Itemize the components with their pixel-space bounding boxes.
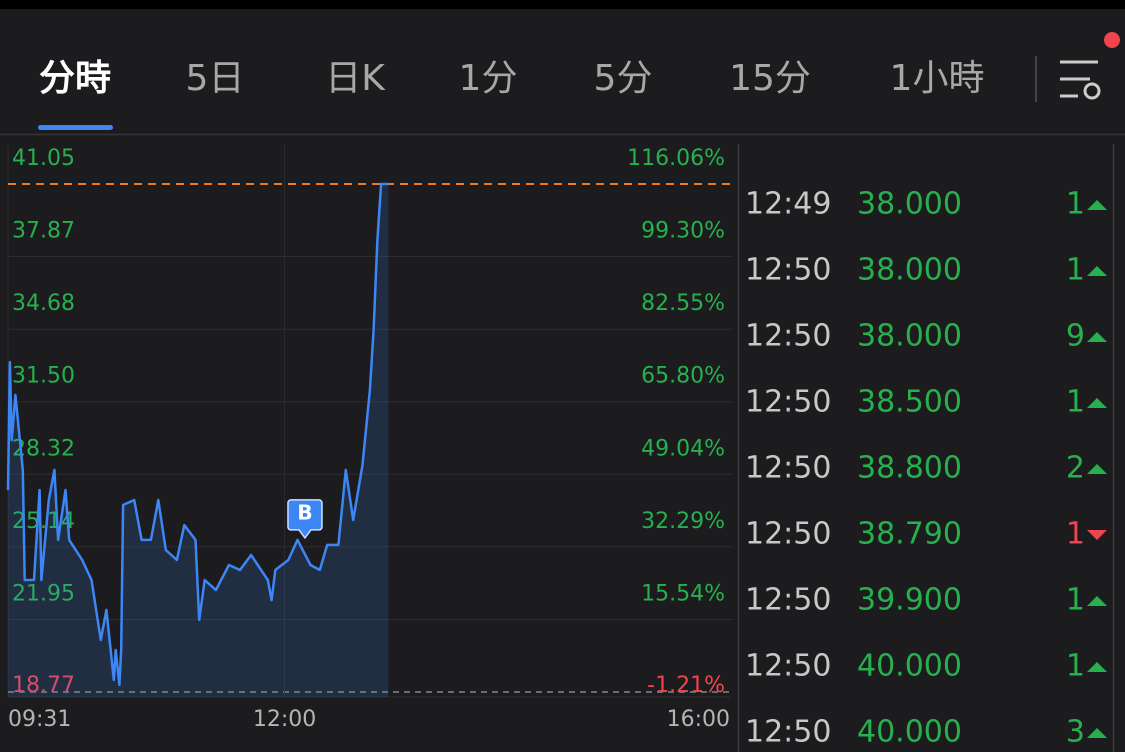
trade-qty: 9 (1066, 319, 1085, 354)
tab[interactable]: 日K (325, 58, 386, 99)
trade-time: 12:49 (745, 187, 831, 222)
trade-time: 12:50 (745, 715, 831, 750)
up-arrow (1087, 728, 1107, 738)
trade-price: 38.500 (857, 385, 962, 420)
price-line (6, 182, 389, 687)
up-arrow (1087, 596, 1107, 606)
up-arrow (1087, 662, 1107, 672)
y2-tick-label: 49.04% (641, 436, 725, 461)
tab[interactable]: 15分 (729, 58, 811, 99)
trade-marker-label: B (297, 500, 312, 524)
tab[interactable]: 5分 (594, 58, 653, 99)
y2-tick-label: -1.21% (647, 673, 725, 698)
trade-time: 12:50 (745, 253, 831, 288)
notification-dot (1104, 32, 1120, 48)
y-tick-label: 41.05 (12, 146, 75, 171)
y2-tick-label: 15.54% (641, 581, 725, 606)
trade-qty: 3 (1066, 715, 1085, 750)
trade-qty: 1 (1066, 517, 1085, 552)
top-strip (0, 0, 1125, 9)
trade-price: 38.000 (857, 319, 962, 354)
y-tick-label: 18.77 (12, 673, 75, 698)
trade-time: 12:50 (745, 385, 831, 420)
trade-price: 40.000 (857, 649, 962, 684)
price-area (8, 184, 389, 697)
y-tick-label: 21.95 (12, 581, 75, 606)
trade-price: 39.900 (857, 583, 962, 618)
trade-qty: 1 (1066, 583, 1085, 618)
trade-qty: 2 (1066, 451, 1085, 486)
y2-tick-label: 65.80% (641, 364, 725, 389)
trade-price: 38.800 (857, 451, 962, 486)
tab-underline (38, 125, 113, 130)
trade-qty: 1 (1066, 649, 1085, 684)
tab[interactable]: 1小時 (890, 58, 985, 99)
tab[interactable]: 分時 (39, 58, 111, 99)
trade-price: 38.000 (857, 253, 962, 288)
tab[interactable]: 1分 (459, 58, 518, 99)
trade-time: 12:50 (745, 583, 831, 618)
up-arrow (1087, 200, 1107, 210)
y2-tick-label: 32.29% (641, 509, 725, 534)
x-tick-label: 16:00 (667, 707, 730, 732)
settings-icon[interactable] (1060, 60, 1101, 100)
up-arrow (1087, 266, 1107, 276)
up-arrow (1087, 398, 1107, 408)
y-tick-label: 37.87 (12, 219, 75, 244)
trade-time: 12:50 (745, 319, 831, 354)
up-arrow (1087, 332, 1107, 342)
y2-tick-label: 99.30% (641, 219, 725, 244)
tab[interactable]: 5日 (186, 58, 245, 99)
trade-time: 12:50 (745, 517, 831, 552)
trade-price: 40.000 (857, 715, 962, 750)
trade-marker (287, 499, 323, 540)
y-tick-label: 31.50 (12, 364, 75, 389)
trade-price: 38.790 (857, 517, 962, 552)
trade-qty: 1 (1066, 253, 1085, 288)
trade-time: 12:50 (745, 649, 831, 684)
trade-qty: 1 (1066, 187, 1085, 222)
y2-tick-label: 116.06% (627, 146, 725, 171)
down-arrow (1087, 530, 1107, 540)
trade-price: 38.000 (857, 187, 962, 222)
x-tick-label: 12:00 (253, 707, 316, 732)
trade-time: 12:50 (745, 451, 831, 486)
x-tick-label: 09:31 (8, 707, 71, 732)
up-arrow (1087, 464, 1107, 474)
trade-qty: 1 (1066, 385, 1085, 420)
y-tick-label: 34.68 (12, 291, 75, 316)
y2-tick-label: 82.55% (641, 291, 725, 316)
